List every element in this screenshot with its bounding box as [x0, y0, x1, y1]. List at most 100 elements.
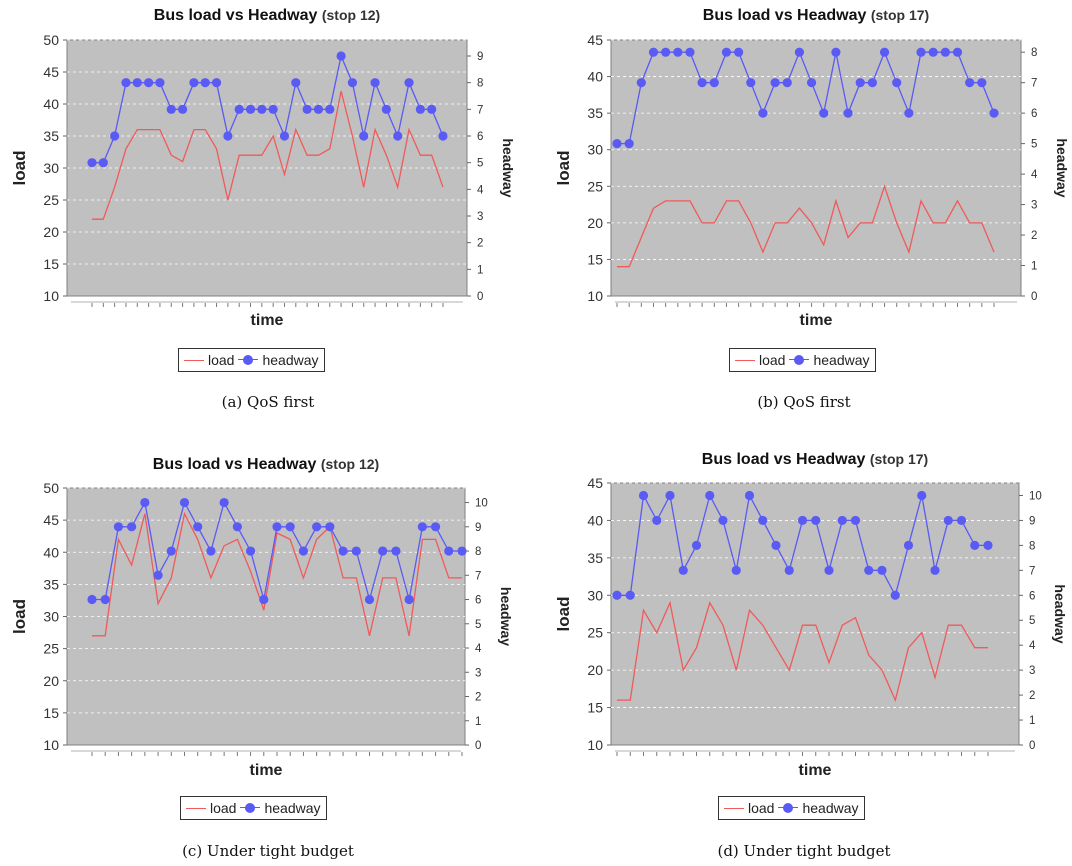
headway-point — [864, 565, 874, 575]
headway-point — [855, 78, 865, 88]
headway-point — [132, 78, 142, 88]
headway-point — [336, 51, 346, 61]
y-tick-label: 45 — [43, 512, 59, 528]
load-series-line — [617, 184, 995, 268]
y2-tick-label: 10 — [475, 498, 488, 510]
headway-point — [890, 590, 900, 600]
headway-point — [378, 546, 388, 556]
y2-tick-label: 6 — [1029, 590, 1035, 602]
headway-point — [166, 104, 176, 114]
y-tick-label: 15 — [43, 705, 59, 721]
headway-legend-label: headway — [264, 800, 321, 816]
chart-panel-c: Bus load vs Headway (stop 12) 10 15 20 25 30 3… — [0, 433, 536, 866]
headway-point — [989, 108, 999, 118]
y2-tick-label: 6 — [477, 131, 483, 143]
headway-legend-label: headway — [262, 352, 319, 368]
headway-point — [325, 104, 335, 114]
headway-point — [771, 540, 781, 550]
headway-point — [977, 78, 987, 88]
y-tick-label: 20 — [587, 662, 603, 678]
y-tick-label: 20 — [43, 224, 59, 240]
y-tick-label: 50 — [43, 32, 59, 48]
headway-point — [744, 490, 755, 501]
headway-point — [983, 540, 993, 550]
legend-a: load headway — [178, 348, 325, 372]
headway-point — [179, 497, 190, 508]
headway-point — [685, 47, 695, 57]
headway-point — [359, 131, 369, 141]
headway-point — [794, 47, 805, 57]
headway-point — [837, 515, 847, 526]
y-tick-label: 40 — [43, 544, 59, 560]
headway-point — [625, 590, 635, 600]
y-tick-label: 25 — [587, 625, 603, 641]
headway-point — [189, 78, 199, 88]
chart-subtitle: (stop 17) — [871, 7, 929, 23]
headway-point — [347, 78, 358, 88]
y-tick-label: 45 — [587, 475, 603, 491]
headway-point — [438, 131, 448, 141]
headway-point — [87, 594, 97, 605]
y2-tick-label: 1 — [475, 716, 481, 728]
y2-tick-label: 9 — [475, 522, 481, 534]
headway-point — [325, 522, 335, 532]
load-legend-label: load — [208, 352, 235, 368]
load-legend-label: load — [748, 800, 775, 816]
headway-point — [427, 104, 437, 114]
chart-svg-d: Bus load vs Headway (stop 17)10152025303… — [554, 451, 1068, 779]
headway-point — [850, 515, 861, 526]
y2-tick-label: 1 — [1031, 261, 1037, 273]
headway-point — [709, 78, 719, 88]
headway-point — [457, 546, 467, 556]
y2-tick-label: 3 — [475, 667, 481, 679]
chart-subtitle: (stop 17) — [870, 451, 928, 467]
headway-point — [200, 78, 210, 88]
y-tick-label: 20 — [587, 215, 603, 231]
load-series-line — [617, 600, 988, 703]
headway-point — [313, 104, 324, 114]
y-tick-label: 35 — [587, 105, 603, 121]
headway-point — [268, 104, 278, 114]
y2-tick-label: 7 — [475, 570, 481, 582]
y2-tick-label: 3 — [477, 211, 483, 223]
headway-point — [638, 490, 649, 501]
headway-point — [272, 522, 282, 532]
load-series-line — [92, 511, 462, 637]
headway-point — [930, 565, 940, 575]
headway-point — [234, 104, 244, 114]
y-tick-label: 45 — [587, 32, 603, 48]
headway-point — [797, 515, 808, 526]
chart-panel-b: Bus load vs Headway (stop 17) 10 15 20 25 30 3… — [536, 0, 1072, 433]
y-tick-label: 15 — [43, 256, 59, 272]
load-legend-label: load — [759, 352, 786, 368]
chart-svg-b: Bus load vs Headway (stop 17)10152025303… — [554, 7, 1070, 329]
load-legend-swatch — [735, 359, 755, 361]
chart-title: Bus load vs Headway (stop 12) — [154, 7, 380, 24]
headway-point — [140, 497, 150, 508]
headway-point — [648, 47, 659, 57]
y-tick-label: 30 — [43, 160, 59, 176]
chart-subtitle: (stop 12) — [321, 456, 379, 472]
y-tick-label: 20 — [43, 673, 59, 689]
headway-point — [705, 490, 715, 501]
y2-tick-label: 9 — [1029, 515, 1035, 527]
headway-point — [121, 78, 131, 88]
y-tick-label: 10 — [587, 737, 603, 753]
headway-point — [245, 104, 256, 114]
headway-point — [219, 497, 229, 508]
y-tick-label: 15 — [587, 251, 603, 267]
y-axis-label: load — [554, 597, 573, 632]
headway-point — [193, 522, 203, 532]
y-axis-label: load — [10, 151, 29, 186]
y-tick-label: 10 — [43, 737, 59, 753]
y2-tick-label: 5 — [475, 619, 481, 631]
y-tick-label: 40 — [587, 69, 603, 85]
headway-point — [691, 540, 702, 550]
headway-point — [351, 546, 361, 556]
chart-title-main: Bus load vs Headway — [154, 7, 322, 24]
headway-point — [782, 78, 792, 88]
y-tick-label: 35 — [43, 128, 59, 144]
load-legend-label: load — [210, 800, 237, 816]
headway-point — [697, 78, 707, 88]
y-tick-label: 45 — [43, 64, 59, 80]
